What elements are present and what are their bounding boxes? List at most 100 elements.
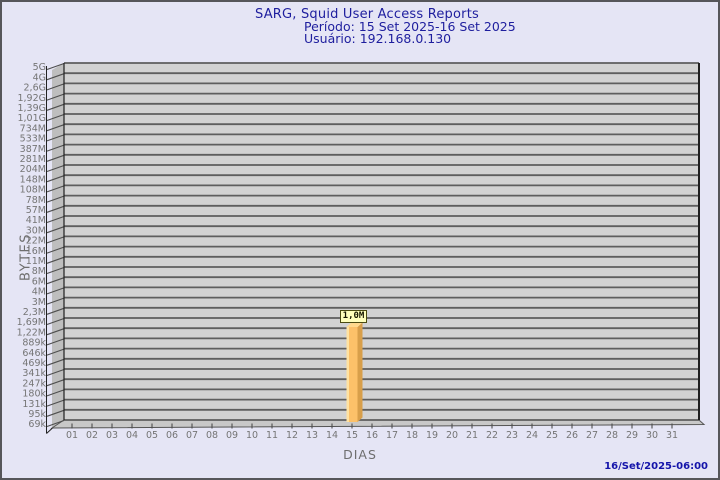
x-tick-label: 14	[326, 430, 338, 441]
y-tick-label: 2,3M	[23, 307, 46, 318]
bar-value-label: 1,0M	[340, 310, 367, 323]
y-tick-mark	[46, 73, 65, 81]
y-tick-mark	[46, 307, 65, 315]
y-tick-label: 3M	[32, 297, 46, 308]
y-tick-label: 78M	[26, 195, 46, 206]
report-timestamp: 16/Set/2025-06:00	[604, 461, 708, 472]
y-tick-label: 131k	[22, 399, 46, 410]
x-tick-label: 03	[106, 430, 118, 441]
y-tick-label: 57M	[26, 205, 46, 216]
x-tick-label: 15	[346, 430, 358, 441]
x-tick-label: 07	[186, 430, 198, 441]
y-tick-mark	[46, 266, 65, 275]
y-tick-label: 533M	[20, 134, 46, 145]
y-tick-label: 387M	[20, 144, 46, 155]
y-tick-label: 1,01G	[17, 113, 46, 124]
y-tick-label: 469k	[22, 358, 46, 369]
x-tick-label: 20	[446, 430, 458, 441]
x-tick-label: 24	[526, 430, 538, 441]
y-tick-mark	[46, 246, 65, 254]
y-tick-mark	[46, 297, 65, 305]
y-tick-label: 69k	[28, 419, 46, 430]
y-tick-mark	[46, 62, 65, 71]
x-tick-label: 18	[406, 430, 418, 441]
y-tick-mark	[46, 379, 65, 387]
y-tick-mark	[46, 277, 65, 285]
y-axis-title: BYTES	[18, 232, 34, 282]
y-tick-mark	[46, 185, 65, 193]
y-tick-mark	[46, 124, 65, 132]
axis-corner-line	[46, 427, 53, 434]
x-tick-label: 06	[166, 430, 178, 441]
y-tick-mark	[46, 144, 65, 152]
y-tick-label: 180k	[22, 389, 46, 400]
y-tick-label: 41M	[26, 215, 46, 226]
x-tick-label: 05	[146, 430, 158, 441]
y-tick-label: 4M	[32, 287, 46, 298]
x-tick-label: 11	[266, 430, 278, 441]
y-tick-label: 11M	[26, 256, 46, 267]
y-tick-label: 1,69M	[17, 317, 46, 328]
y-tick-mark	[46, 348, 65, 356]
y-tick-label: 108M	[20, 185, 46, 196]
y-tick-label: 4G	[33, 72, 46, 83]
y-tick-label: 2,6G	[24, 83, 46, 94]
y-tick-mark	[46, 287, 65, 295]
x-tick-label: 04	[126, 430, 138, 441]
y-tick-mark	[46, 154, 65, 162]
x-tick-label: 16	[366, 430, 378, 441]
x-tick-label: 30	[646, 430, 658, 441]
y-tick-label: 1,92G	[17, 93, 46, 104]
x-tick-label: 19	[426, 430, 438, 441]
y-tick-label: 148M	[20, 174, 46, 185]
x-tick-label: 02	[86, 430, 98, 441]
y-tick-label: 889k	[22, 338, 46, 349]
y-tick-label: 646k	[22, 348, 46, 359]
y-tick-label: 204M	[20, 164, 46, 175]
y-tick-label: 1,22M	[17, 327, 46, 338]
x-tick-label: 21	[466, 430, 478, 441]
plot-left-wall	[52, 63, 64, 428]
x-axis-title: DIAS	[343, 447, 377, 462]
x-tick-label: 17	[386, 430, 398, 441]
x-tick-label: 28	[606, 430, 618, 441]
plot-floor	[50, 419, 706, 429]
y-tick-label: 95k	[28, 409, 46, 420]
y-tick-mark	[46, 226, 65, 234]
y-tick-mark	[46, 103, 65, 111]
x-tick-label: 01	[66, 430, 78, 441]
y-tick-label: 1,39G	[17, 103, 46, 114]
y-tick-mark	[46, 83, 65, 91]
y-tick-mark	[46, 236, 65, 244]
y-tick-mark	[46, 358, 65, 366]
plot-area	[64, 63, 699, 420]
y-tick-label: 281M	[20, 154, 46, 165]
y-tick-mark	[46, 134, 65, 142]
y-tick-label: 341k	[22, 368, 46, 379]
y-tick-mark	[46, 389, 65, 397]
y-tick-mark	[46, 164, 65, 173]
x-tick-label: 27	[586, 430, 598, 441]
bar-day-15[interactable]	[346, 327, 358, 422]
x-tick-label: 09	[226, 430, 238, 441]
x-tick-label: 12	[286, 430, 298, 441]
y-tick-mark	[46, 317, 65, 326]
x-tick-label: 22	[486, 430, 498, 441]
y-tick-mark	[46, 113, 65, 122]
y-tick-mark	[46, 205, 65, 213]
page-title: SARG, Squid User Access Reports	[255, 7, 479, 22]
x-tick-label: 13	[306, 430, 318, 441]
y-tick-label: 5G	[33, 62, 46, 73]
y-tick-mark	[46, 175, 65, 183]
x-tick-label: 10	[246, 430, 258, 441]
bar-side-face	[357, 322, 363, 422]
y-tick-label: 6M	[32, 276, 46, 287]
y-tick-mark	[46, 368, 65, 377]
x-tick-label: 25	[546, 430, 558, 441]
y-tick-label: 8M	[32, 266, 46, 277]
y-tick-label: 734M	[20, 123, 46, 134]
y-tick-mark	[46, 328, 65, 336]
x-tick-label: 29	[626, 430, 638, 441]
report-user: Usuário: 192.168.0.130	[304, 31, 452, 46]
